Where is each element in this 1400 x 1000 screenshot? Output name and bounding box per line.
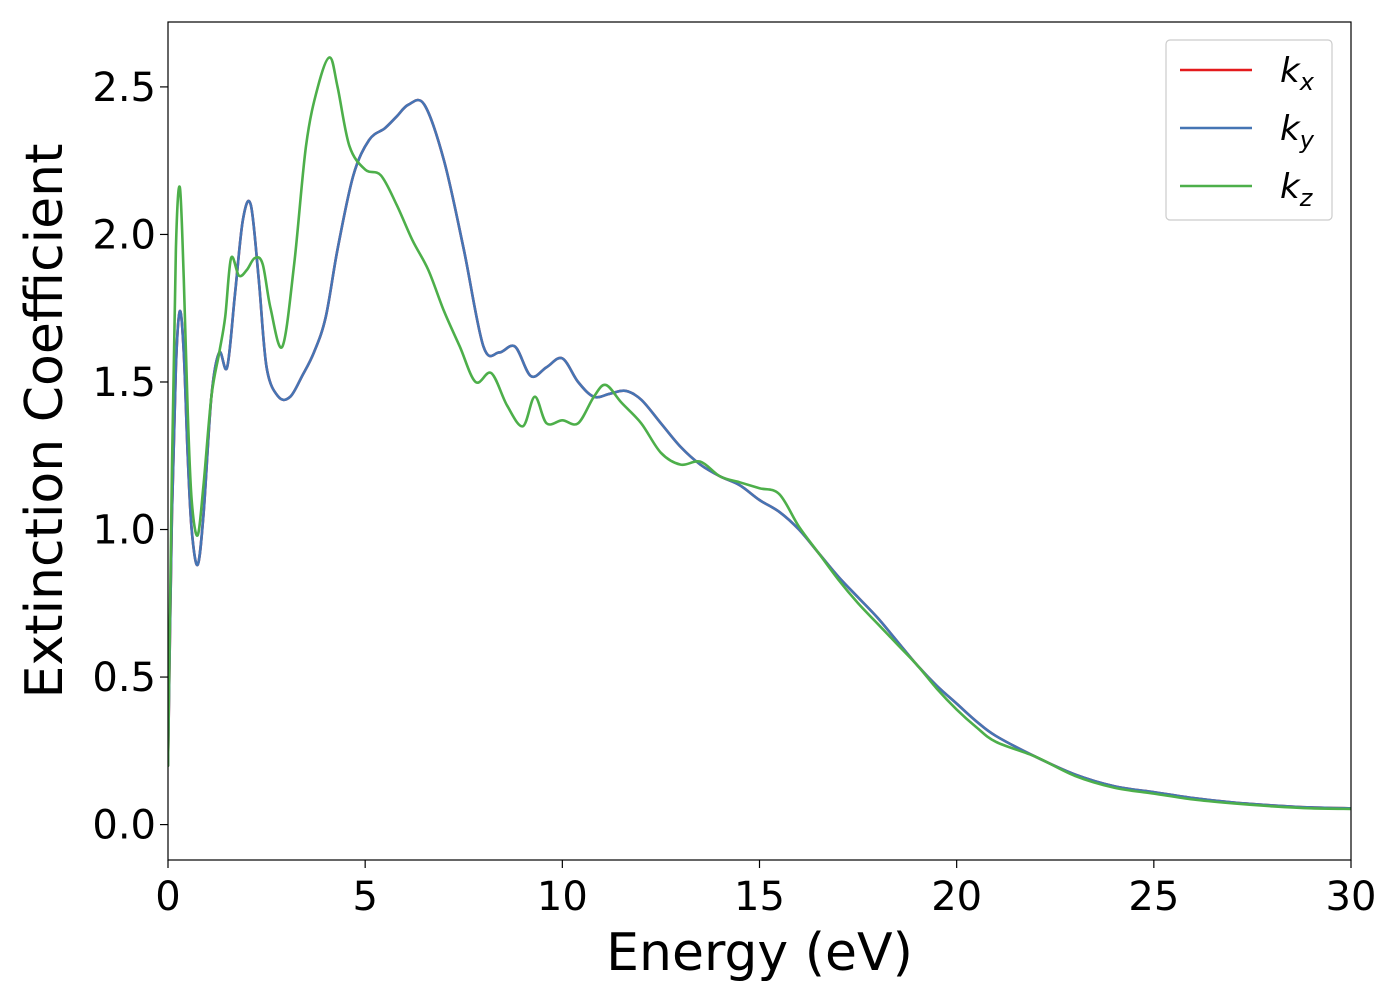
x-tick-label: 5: [352, 874, 377, 920]
y-axis-label: Extinction Coefficient: [15, 144, 75, 699]
x-tick-label: 20: [931, 874, 982, 920]
x-axis: 0 5 10 15 20 25 30: [155, 860, 1376, 920]
legend-label-k-y: ky: [1280, 109, 1315, 154]
legend: kx ky kz: [1165, 39, 1333, 221]
y-tick-label: 1.0: [92, 508, 156, 554]
series-line-k-z: [168, 56, 1351, 811]
y-axis: 0.0 0.5 1.0 1.5 2.0 2.5: [92, 65, 168, 849]
x-tick-label: 25: [1128, 874, 1179, 920]
legend-label-k-x: kx: [1280, 51, 1315, 96]
x-tick-label: 15: [734, 874, 785, 920]
x-tick-label: 30: [1326, 874, 1377, 920]
legend-label-k-z: kz: [1280, 167, 1314, 212]
y-tick-label: 2.0: [92, 212, 156, 258]
y-tick-label: 2.5: [92, 65, 156, 111]
series-layer: [168, 56, 1351, 811]
x-tick-label: 0: [155, 874, 180, 920]
y-tick-label: 1.5: [92, 360, 156, 406]
x-axis-label: Energy (eV): [606, 923, 913, 983]
y-tick-label: 0.5: [92, 655, 156, 701]
x-tick-label: 10: [537, 874, 588, 920]
y-tick-label: 0.0: [92, 803, 156, 849]
legend-box: [1165, 39, 1333, 221]
